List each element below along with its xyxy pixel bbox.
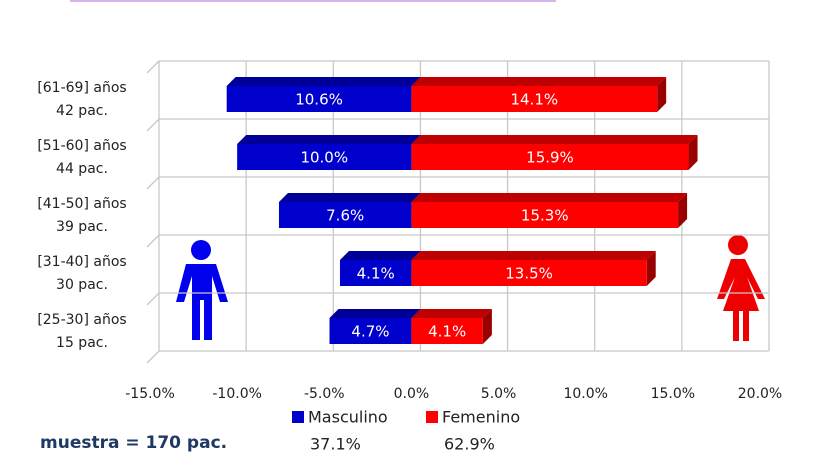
category-sublabel: 15 pac. <box>56 335 108 351</box>
x-tick-label: 15.0% <box>651 386 695 402</box>
bar-top <box>411 193 688 202</box>
bar <box>339 260 412 286</box>
bar-side <box>482 309 492 344</box>
depth-line <box>146 60 160 74</box>
legend-label: Femenino <box>442 408 520 427</box>
depth-line <box>146 234 160 248</box>
value-label: 7.6% <box>326 207 364 225</box>
value-label: 4.1% <box>357 265 395 283</box>
x-tick-label: 5.0% <box>481 386 517 402</box>
x-tick-label: -10.0% <box>212 386 262 402</box>
value-label: 10.0% <box>300 149 348 167</box>
bar-top <box>411 135 698 144</box>
legend-swatch <box>426 411 438 423</box>
legend-total: 62.9% <box>444 435 495 454</box>
value-label: 15.3% <box>521 207 569 225</box>
bar-side <box>688 135 698 170</box>
x-tick-label: 10.0% <box>563 386 607 402</box>
bar-top <box>278 193 421 202</box>
legend-total: 37.1% <box>310 435 361 454</box>
bar-top <box>329 309 421 318</box>
bar <box>411 86 658 112</box>
x-tick-label: -15.0% <box>125 386 175 402</box>
category-label: [51-60] años <box>37 138 126 154</box>
value-label: 15.9% <box>526 149 574 167</box>
bar <box>411 144 689 170</box>
bar-side <box>646 251 656 286</box>
category-sublabel: 30 pac. <box>56 277 108 293</box>
bar-side <box>657 77 667 112</box>
category-sublabel: 39 pac. <box>56 219 108 235</box>
bar <box>411 318 483 344</box>
bar <box>226 86 412 112</box>
value-label: 4.1% <box>428 323 466 341</box>
depth-line <box>146 176 160 190</box>
value-label: 14.1% <box>510 91 558 109</box>
x-tick-label: 20.0% <box>738 386 782 402</box>
bar-top <box>411 309 492 318</box>
category-label: [31-40] años <box>37 254 126 270</box>
category-sublabel: 44 pac. <box>56 161 108 177</box>
value-label: 13.5% <box>505 265 553 283</box>
category-sublabel: 42 pac. <box>56 103 108 119</box>
bar-top <box>411 77 667 86</box>
category-label: [25-30] años <box>37 312 126 328</box>
bar <box>237 144 412 170</box>
bar <box>278 202 412 228</box>
depth-line <box>146 350 160 364</box>
sample-note: muestra = 170 pac. <box>40 433 227 453</box>
value-label: 10.6% <box>295 91 343 109</box>
bar-top <box>411 251 656 260</box>
male-icon <box>176 240 228 340</box>
bar <box>329 318 412 344</box>
bar <box>411 202 679 228</box>
category-label: [41-50] años <box>37 196 126 212</box>
bar <box>411 260 647 286</box>
x-tick-label: 0.0% <box>394 386 430 402</box>
legend-swatch <box>292 411 304 423</box>
female-icon <box>717 235 765 341</box>
x-tick-label: -5.0% <box>304 386 345 402</box>
depth-line <box>146 118 160 132</box>
category-label: [61-69] años <box>37 80 126 96</box>
bar-top <box>226 77 421 86</box>
depth-line <box>146 292 160 306</box>
legend-label: Masculino <box>308 408 388 427</box>
bar-top <box>339 251 421 260</box>
bar-top <box>237 135 421 144</box>
value-label: 4.7% <box>351 323 389 341</box>
bar-side <box>678 193 688 228</box>
